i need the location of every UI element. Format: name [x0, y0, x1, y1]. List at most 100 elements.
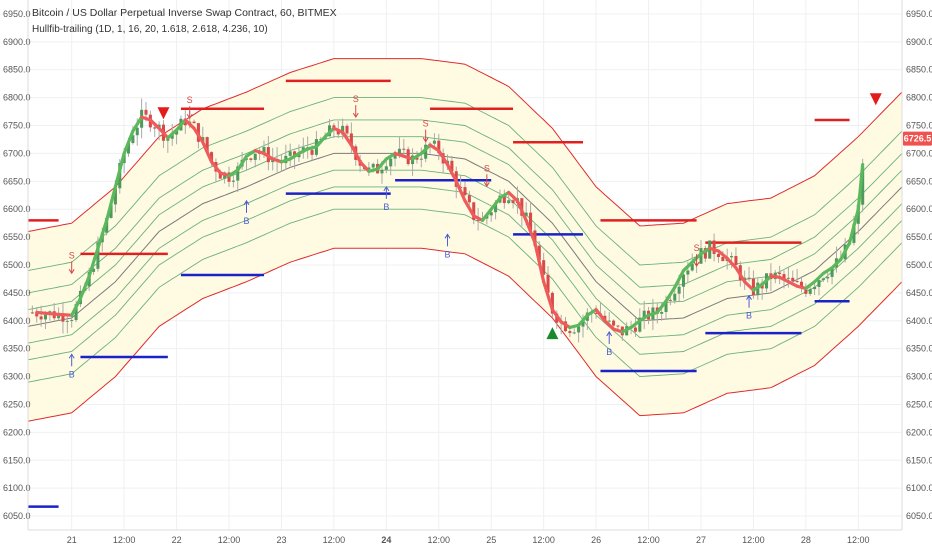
candle-body	[467, 195, 471, 203]
hull-segment	[743, 280, 756, 292]
hull-segment	[454, 179, 467, 203]
buy-signal-arrowhead	[68, 353, 75, 359]
hull-segment	[655, 299, 668, 315]
candle-body	[463, 187, 467, 196]
hull-segment	[288, 151, 301, 161]
y-tick-label-right: 6250.0	[906, 399, 932, 409]
sell-triangle	[157, 107, 170, 120]
hull-segment	[113, 151, 126, 189]
hull-segment	[751, 282, 764, 292]
axes: 6950.0 6900.0 6850.0 6800.0 6750.0 6700.0 6650…	[3, 0, 932, 545]
candle-body	[450, 160, 454, 172]
y-tick-label-right: 6900.0	[906, 37, 932, 47]
hull-segment	[192, 126, 205, 144]
candle-body	[537, 245, 541, 261]
candle-body	[74, 304, 78, 321]
hull-segment	[778, 275, 790, 284]
candle-body	[533, 230, 537, 246]
hull-segment	[550, 308, 563, 324]
sell-signal-label: S	[423, 119, 429, 129]
candle-body	[175, 130, 179, 135]
hull-segment	[105, 185, 118, 222]
y-tick-label-left: 6550.0	[3, 232, 31, 242]
x-tick-label: 26	[591, 535, 601, 545]
hull-segment	[830, 257, 843, 270]
hull-segment	[533, 241, 546, 284]
candle-body	[747, 277, 751, 279]
y-tick-label-left: 6250.0	[3, 399, 31, 409]
hull-segment	[314, 135, 327, 149]
sell-signal-label: S	[353, 94, 359, 104]
x-tick-label: 25	[486, 535, 496, 545]
y-tick-label-left: 6900.0	[3, 37, 31, 47]
hull-segment	[437, 149, 450, 167]
hull-segment	[349, 143, 362, 164]
y-tick-label-left: 6500.0	[3, 260, 31, 270]
x-tick-label: 28	[801, 535, 811, 545]
candle-body	[616, 325, 620, 327]
candle-body	[813, 286, 817, 290]
candle-body	[821, 278, 825, 281]
candle-body	[861, 166, 865, 205]
x-tick-label: 12:00	[847, 535, 870, 545]
y-tick-label-right: 6950.0	[906, 9, 932, 19]
hull-segment	[358, 160, 371, 173]
candle-body	[262, 147, 266, 153]
candle-body	[166, 138, 170, 141]
y-tick-label-right: 6050.0	[906, 511, 932, 521]
candle-body	[424, 144, 428, 159]
y-tick-label-right: 6400.0	[906, 316, 932, 326]
candle-body	[109, 204, 113, 218]
candle-body	[660, 311, 664, 314]
hull-segment	[542, 280, 555, 312]
x-tick-label: 12:00	[323, 535, 346, 545]
study-legend: Hullfib-trailing (1D, 1, 16, 20, 1.618, …	[32, 24, 268, 35]
hull-segment	[480, 207, 493, 222]
y-tick-label-left: 6300.0	[3, 372, 31, 382]
buy-signal-arrowhead	[383, 185, 390, 192]
candle-body	[210, 152, 214, 162]
sell-signal-label: S	[187, 95, 193, 105]
y-tick-label-left: 6050.0	[3, 511, 31, 521]
fib-band-line	[27, 208, 903, 383]
hull-segment	[515, 199, 528, 222]
sell-signal-arrowhead	[693, 261, 700, 267]
candle-body	[568, 331, 572, 334]
hull-segment	[673, 268, 686, 289]
y-tick-label-right: 6450.0	[906, 288, 932, 298]
buy-signal-label: B	[383, 202, 389, 212]
buy-signal-arrowhead	[606, 331, 613, 337]
y-tick-label-right: 6800.0	[906, 93, 932, 103]
candle-body	[830, 267, 834, 277]
hull-segment	[209, 160, 222, 175]
candle-body	[389, 158, 393, 167]
y-tick-label-right: 6100.0	[906, 483, 932, 493]
fib-band-line	[27, 136, 903, 311]
candle-body	[153, 127, 157, 129]
candle-body	[778, 272, 782, 275]
y-tick-label-left: 6350.0	[3, 344, 31, 354]
candle-body	[808, 289, 812, 294]
hull-segment	[323, 126, 336, 139]
y-tick-label-left: 6650.0	[3, 176, 31, 186]
hull-segment	[638, 313, 651, 323]
hull-segment	[445, 162, 458, 183]
buy-signal-label: B	[445, 249, 451, 259]
y-tick-label-left: 6950.0	[3, 9, 31, 19]
candle-body	[113, 188, 117, 205]
candle-body	[293, 151, 297, 158]
candle-body	[61, 313, 65, 322]
candle-body	[642, 310, 646, 318]
candle-body	[673, 293, 677, 301]
candle-body	[236, 166, 240, 181]
y-tick-label-left: 6150.0	[3, 455, 31, 465]
hull-segment	[821, 266, 834, 275]
hull-segment	[384, 151, 397, 161]
candle-body	[638, 317, 642, 332]
candle-body	[529, 212, 533, 231]
hull-segment	[297, 147, 310, 156]
candle-body	[70, 320, 74, 322]
candle-body	[341, 125, 345, 135]
candle-body	[668, 299, 672, 301]
